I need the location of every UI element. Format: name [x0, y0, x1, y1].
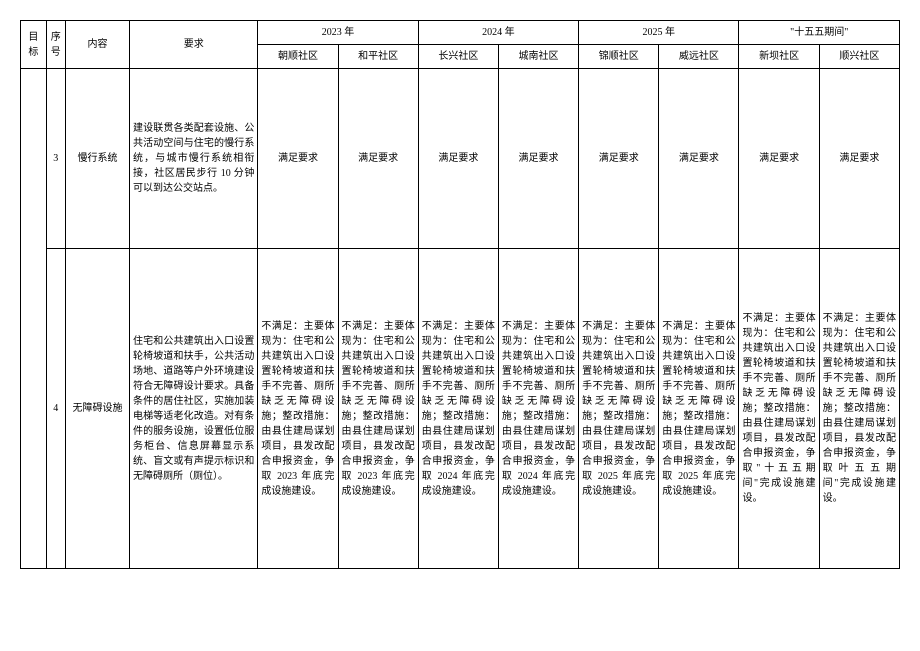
- cell-r1-heping: 满足要求: [338, 69, 418, 249]
- cell-xuhao-4: 4: [46, 249, 65, 569]
- header-heping: 和平社区: [338, 45, 418, 69]
- cell-r2-weiyuan: 不满足：主要体现为：住宅和公共建筑出入口设置轮椅坡道和扶手不完善、厕所缺乏无障碍…: [659, 249, 739, 569]
- cell-neirong-3: 慢行系统: [65, 69, 129, 249]
- header-neirong: 内容: [65, 21, 129, 69]
- header-shunxing: 顺兴社区: [819, 45, 899, 69]
- cell-r1-shunxing: 满足要求: [819, 69, 899, 249]
- cell-yaoqiu-3: 建设联贯各类配套设施、公共活动空间与住宅的慢行系统，与城市慢行系统相衔接，社区居…: [130, 69, 258, 249]
- cell-r2-heping: 不满足：主要体现为：住宅和公共建筑出入口设置轮椅坡道和扶手不完善、厕所缺乏无障碍…: [338, 249, 418, 569]
- cell-r1-jinshun: 满足要求: [579, 69, 659, 249]
- cell-r1-chengnan: 满足要求: [498, 69, 578, 249]
- cell-xuhao-3: 3: [46, 69, 65, 249]
- header-row-1: 目标 序号 内容 要求 2023 年 2024 年 2025 年 "十五五期间": [21, 21, 900, 45]
- cell-r1-changxing: 满足要求: [418, 69, 498, 249]
- cell-r2-jinshun: 不满足：主要体现为：住宅和公共建筑出入口设置轮椅坡道和扶手不完善、厕所缺乏无障碍…: [579, 249, 659, 569]
- cell-neirong-4: 无障碍设施: [65, 249, 129, 569]
- cell-r2-changxing: 不满足：主要体现为：住宅和公共建筑出入口设置轮椅坡道和扶手不完善、厕所缺乏无障碍…: [418, 249, 498, 569]
- header-2024: 2024 年: [418, 21, 578, 45]
- header-xinba: 新坝社区: [739, 45, 819, 69]
- header-mubiao: 目标: [21, 21, 47, 69]
- header-xuhao: 序号: [46, 21, 65, 69]
- cell-mubiao: [21, 69, 47, 569]
- header-chengnan: 城南社区: [498, 45, 578, 69]
- header-2025: 2025 年: [579, 21, 739, 45]
- cell-r2-chaoshun: 不满足：主要体现为：住宅和公共建筑出入口设置轮椅坡道和扶手不完善、厕所缺乏无障碍…: [258, 249, 338, 569]
- header-2023: 2023 年: [258, 21, 418, 45]
- header-yaoqiu: 要求: [130, 21, 258, 69]
- table-row: 4 无障碍设施 住宅和公共建筑出入口设置轮椅坡道和扶手，公共活动场地、道路等户外…: [21, 249, 900, 569]
- header-weiyuan: 威远社区: [659, 45, 739, 69]
- header-chaoshun: 朝顺社区: [258, 45, 338, 69]
- cell-r1-xinba: 满足要求: [739, 69, 819, 249]
- cell-r1-chaoshun: 满足要求: [258, 69, 338, 249]
- cell-r2-chengnan: 不满足：主要体现为：住宅和公共建筑出入口设置轮椅坡道和扶手不完善、厕所缺乏无障碍…: [498, 249, 578, 569]
- main-table: 目标 序号 内容 要求 2023 年 2024 年 2025 年 "十五五期间"…: [20, 20, 900, 569]
- cell-r2-xinba: 不满足：主要体现为：住宅和公共建筑出入口设置轮椅坡道和扶手不完善、厕所缺乏无障碍…: [739, 249, 819, 569]
- header-jinshun: 锦顺社区: [579, 45, 659, 69]
- header-changxing: 长兴社区: [418, 45, 498, 69]
- cell-yaoqiu-4: 住宅和公共建筑出入口设置轮椅坡道和扶手，公共活动场地、道路等户外环境建设符合无障…: [130, 249, 258, 569]
- cell-r2-shunxing: 不满足：主要体现为：住宅和公共建筑出入口设置轮椅坡道和扶手不完善、厕所缺乏无障碍…: [819, 249, 899, 569]
- header-period: "十五五期间": [739, 21, 900, 45]
- cell-r1-weiyuan: 满足要求: [659, 69, 739, 249]
- table-row: 3 慢行系统 建设联贯各类配套设施、公共活动空间与住宅的慢行系统，与城市慢行系统…: [21, 69, 900, 249]
